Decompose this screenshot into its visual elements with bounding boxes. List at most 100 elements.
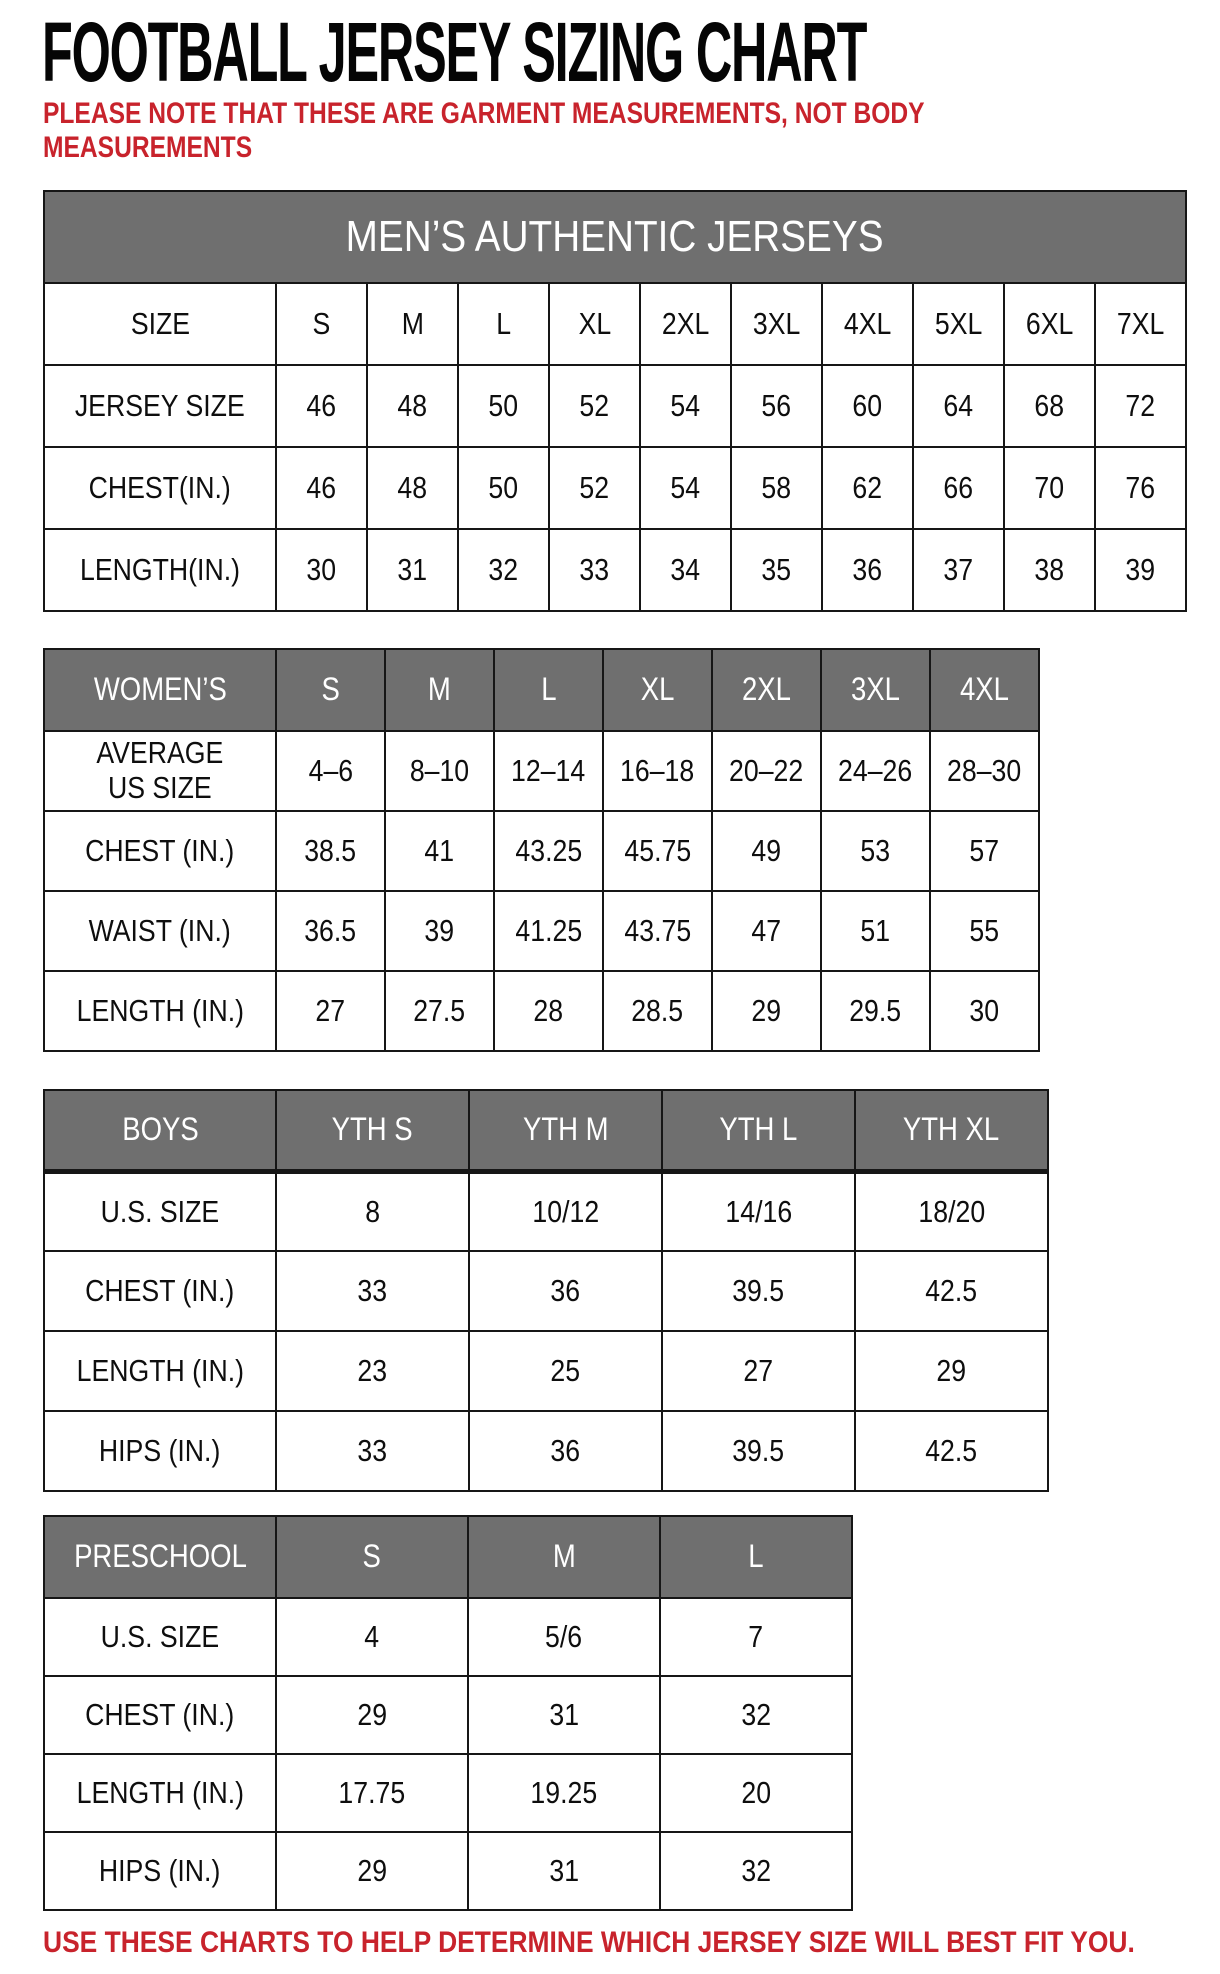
size-header-cell-text: YTH M (522, 1110, 609, 1147)
value-cell: 32 (659, 1675, 853, 1755)
value-cell: 47 (711, 890, 822, 972)
value-cell: 33 (275, 1410, 470, 1492)
row-label-cell-text: AVERAGE US SIZE (96, 735, 224, 805)
value-cell: 29.5 (820, 970, 931, 1052)
value-cell-text: 12–14 (511, 753, 586, 788)
value-cell: 46 (275, 364, 368, 448)
preschool-sizing-table: PRESCHOOL S M L U.S. SIZE 4 5/6 7 CHEST (IN.) 29 3… (43, 1515, 853, 1911)
value-cell: 52 (548, 446, 641, 530)
table-row: CHEST (IN.) 38.5 41 43.25 45.75 49 53 57 (43, 810, 1040, 892)
value-cell-text: 29 (357, 1853, 387, 1888)
size-header-cell: YTH L (661, 1089, 856, 1174)
value-cell-text: M (401, 306, 424, 341)
value-cell: 33 (275, 1250, 470, 1332)
value-cell-text: S (312, 306, 331, 341)
value-cell: 28.5 (602, 970, 713, 1052)
size-header-cell-text: YTH S (331, 1110, 414, 1147)
row-label-cell: JERSEY SIZE (43, 364, 277, 448)
row-label-cell: WAIST (IN.) (43, 890, 277, 972)
size-header-cell-text: 2XL (742, 671, 791, 707)
value-cell: 39.5 (661, 1250, 856, 1332)
value-cell-text: L (496, 306, 511, 341)
womens-table-grid: WOMEN’S S M L XL 2XL 3XL 4XL AVERAGE US SIZE 4–6 8… (43, 648, 1040, 1052)
mens-sizing-table: MEN’S AUTHENTIC JERSEYS SIZE S M L XL 2XL 3XL 4X… (43, 190, 1187, 612)
row-label-cell-text: LENGTH (IN.) (76, 1353, 244, 1388)
value-cell: 42.5 (854, 1250, 1049, 1332)
value-cell: 49 (711, 810, 822, 892)
value-cell: 72 (1094, 364, 1187, 448)
value-cell: 31 (467, 1675, 661, 1755)
value-cell-text: 31 (397, 552, 428, 587)
value-cell-text: 55 (969, 913, 1000, 948)
value-cell: 53 (820, 810, 931, 892)
size-header-cell: YTH S (275, 1089, 470, 1174)
size-header-cell: 4XL (929, 648, 1040, 732)
value-cell: 60 (821, 364, 914, 448)
value-cell: 55 (929, 890, 1040, 972)
table-row: LENGTH(IN.) 30 31 32 33 34 35 36 37 38 39 (43, 528, 1187, 612)
value-cell: 19.25 (467, 1753, 661, 1833)
value-cell: 7 (659, 1597, 853, 1677)
size-header-row: PRESCHOOL S M L (43, 1515, 853, 1599)
value-cell-text: 20 (741, 1775, 771, 1810)
value-cell-text: 41.25 (515, 913, 582, 948)
value-cell-text: 10/12 (532, 1193, 599, 1229)
value-cell-text: 29 (936, 1353, 967, 1388)
value-cell-text: 48 (397, 388, 428, 423)
value-cell: 31 (366, 528, 459, 612)
table-title-cell-text: PRESCHOOL (73, 1538, 247, 1574)
table-row: WAIST (IN.) 36.5 39 41.25 43.75 47 51 55 (43, 890, 1040, 972)
value-cell-text: 39.5 (732, 1433, 785, 1468)
value-cell: 30 (929, 970, 1040, 1052)
table-row: LENGTH (IN.) 23 25 27 29 (43, 1330, 1049, 1412)
value-cell: 5XL (912, 282, 1005, 366)
value-cell-text: 64 (943, 388, 974, 423)
value-cell: 64 (912, 364, 1005, 448)
value-cell: 25 (468, 1330, 663, 1412)
value-cell-text: 72 (1125, 388, 1156, 423)
value-cell-text: 36 (852, 552, 883, 587)
row-label-cell-text: CHEST (IN.) (85, 1273, 235, 1308)
value-cell-text: 60 (852, 388, 883, 423)
value-cell-text: 31 (549, 1853, 579, 1888)
row-label-cell-text: HIPS (IN.) (99, 1853, 221, 1888)
value-cell: 56 (730, 364, 823, 448)
value-cell: 36.5 (275, 890, 386, 972)
value-cell-text: 8–10 (409, 753, 470, 788)
row-label-cell: U.S. SIZE (43, 1597, 277, 1677)
value-cell: 38 (1003, 528, 1096, 612)
row-label-cell: LENGTH(IN.) (43, 528, 277, 612)
row-label-cell-text: LENGTH(IN.) (80, 552, 240, 587)
value-cell: 29 (854, 1330, 1049, 1412)
value-cell: 33 (548, 528, 641, 612)
value-cell: 68 (1003, 364, 1096, 448)
value-cell: 5/6 (467, 1597, 661, 1677)
value-cell: 39.5 (661, 1410, 856, 1492)
value-cell-text: 39 (1125, 552, 1156, 587)
value-cell: 39 (1094, 528, 1187, 612)
value-cell-text: 42.5 (925, 1433, 978, 1468)
row-label-cell: HIPS (IN.) (43, 1831, 277, 1911)
table-row: HIPS (IN.) 29 31 32 (43, 1831, 853, 1911)
value-cell: 8 (275, 1170, 470, 1252)
value-cell: 8–10 (384, 730, 495, 812)
value-cell-text: 34 (670, 552, 701, 587)
table-row: U.S. SIZE 4 5/6 7 (43, 1597, 853, 1677)
table-banner-text: MEN’S AUTHENTIC JERSEYS (346, 212, 884, 262)
value-cell: 29 (275, 1831, 469, 1911)
table-row: SIZE S M L XL 2XL 3XL 4XL 5XL 6XL 7XL (43, 282, 1187, 366)
value-cell: 39 (384, 890, 495, 972)
size-header-cell: L (659, 1515, 853, 1599)
table-title-cell: PRESCHOOL (43, 1515, 277, 1599)
value-cell-text: 30 (969, 993, 1000, 1028)
row-label-cell: LENGTH (IN.) (43, 1330, 277, 1412)
value-cell: 54 (639, 446, 732, 530)
value-cell-text: 35 (761, 552, 792, 587)
row-label-cell-text: JERSEY SIZE (75, 388, 245, 423)
value-cell: 48 (366, 446, 459, 530)
value-cell-text: 7 (748, 1619, 764, 1654)
size-header-cell-text: M (552, 1538, 576, 1574)
value-cell-text: 32 (741, 1853, 771, 1888)
row-label-cell: SIZE (43, 282, 277, 366)
